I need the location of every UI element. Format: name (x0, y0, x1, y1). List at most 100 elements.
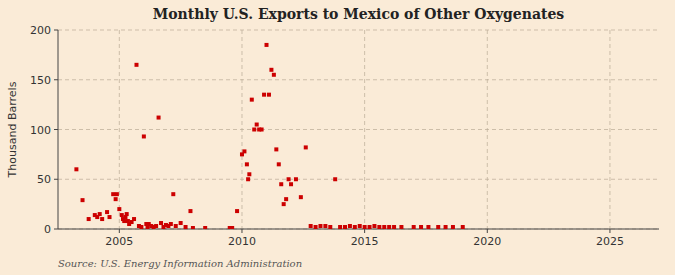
x-tick-label: 2025 (596, 235, 624, 248)
point (274, 147, 278, 151)
point (122, 219, 126, 223)
point (382, 225, 386, 229)
grid-line-y (58, 79, 659, 80)
point (120, 213, 124, 217)
point (419, 225, 423, 229)
grid-line-x (241, 30, 242, 229)
y-tick-label: 100 (30, 124, 51, 137)
point (444, 225, 448, 229)
point (304, 145, 308, 149)
point (323, 224, 327, 228)
x-tick-label: 2020 (473, 235, 501, 248)
point (348, 224, 352, 228)
background (0, 0, 675, 275)
y-ticks: 050100150200 (30, 24, 58, 236)
point (191, 226, 195, 229)
chart: 20052010201520202025050100150200Monthly … (0, 0, 675, 275)
point (252, 128, 256, 132)
point (358, 224, 362, 228)
point (105, 210, 109, 214)
point (294, 177, 298, 181)
point (125, 212, 129, 216)
x-tick-label: 2005 (105, 235, 133, 248)
point (242, 149, 246, 153)
point (230, 226, 234, 229)
point (171, 192, 175, 196)
point (179, 221, 183, 225)
point (159, 221, 163, 225)
point (184, 225, 188, 229)
grid-line-x (609, 30, 610, 229)
point (372, 224, 376, 228)
point (353, 225, 357, 229)
points (74, 43, 464, 229)
grid-line-x (119, 30, 120, 229)
point (115, 192, 119, 196)
point (235, 209, 239, 213)
point (289, 182, 293, 186)
point (412, 225, 416, 229)
x-ticks: 2005 2010 2015 2020 2025 (105, 229, 624, 248)
point (377, 225, 381, 229)
y-tick-label: 150 (30, 74, 51, 87)
x-tick (487, 229, 488, 233)
point (277, 162, 281, 166)
point (188, 209, 192, 213)
x-tick (364, 229, 365, 233)
point (247, 172, 251, 176)
point (328, 225, 332, 229)
point (108, 215, 112, 219)
point (333, 177, 337, 181)
point (174, 224, 178, 228)
source-note: Source: U.S. Energy Information Administ… (58, 258, 302, 269)
point (269, 68, 273, 72)
point (318, 224, 322, 228)
y-tick (54, 229, 58, 230)
title: Monthly U.S. Exports to Mexico of Other … (153, 6, 565, 22)
point (309, 224, 313, 228)
point (142, 134, 146, 138)
point (134, 63, 138, 67)
point (284, 197, 288, 201)
point (74, 167, 78, 171)
y-tick (54, 129, 58, 130)
y-axis-label: Thousand Barrels (6, 81, 19, 178)
point (436, 225, 440, 229)
x-tick-label: 2010 (228, 235, 256, 248)
point (100, 217, 104, 221)
point (451, 225, 455, 229)
x-tick-label: 2015 (351, 235, 379, 248)
point (267, 93, 271, 97)
point (368, 225, 372, 229)
point (250, 98, 254, 102)
grid-line-y (58, 129, 659, 130)
point (338, 225, 342, 229)
y-tick (54, 30, 58, 31)
x-tick (609, 229, 610, 233)
point (98, 212, 102, 216)
grid-line-y (58, 30, 659, 31)
point (314, 225, 318, 229)
point (203, 226, 207, 229)
grid (58, 30, 659, 229)
point (132, 217, 136, 221)
y-tick-label: 50 (37, 173, 51, 186)
point (114, 197, 118, 201)
point (139, 225, 143, 229)
point (260, 128, 264, 132)
point (87, 217, 91, 221)
y-tick (54, 179, 58, 180)
point (262, 93, 266, 97)
y-tick (54, 79, 58, 80)
point (426, 225, 430, 229)
point (343, 225, 347, 229)
point (111, 192, 115, 196)
y-tick-label: 0 (44, 223, 51, 236)
grid-line-y (58, 179, 659, 180)
grid-line-x (364, 30, 365, 229)
point (461, 225, 465, 229)
point (392, 225, 396, 229)
x-tick (241, 229, 242, 233)
point (255, 123, 259, 127)
point (387, 225, 391, 229)
